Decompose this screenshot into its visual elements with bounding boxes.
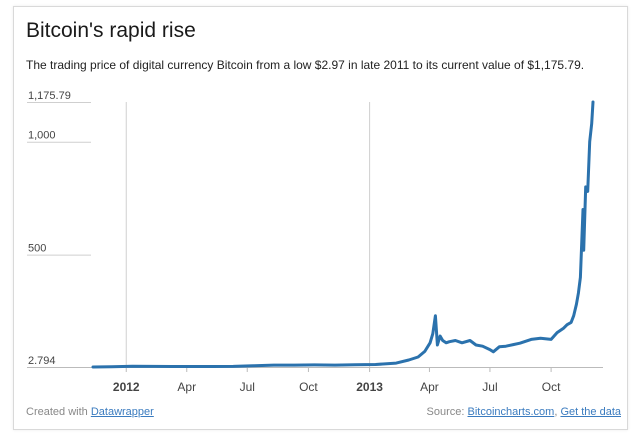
y-tick-label: 1,000 bbox=[28, 130, 56, 142]
x-tick-label: Jul bbox=[240, 380, 255, 394]
series-lines bbox=[91, 100, 595, 369]
x-tick-label: Oct bbox=[299, 380, 318, 394]
series-line bbox=[91, 100, 595, 369]
chart-card bbox=[13, 6, 628, 430]
y-tick-labels: 2.794 500 1,000 1,175.79 bbox=[28, 90, 71, 367]
datawrapper-link[interactable]: Datawrapper bbox=[90, 406, 154, 418]
chart-subtitle: The trading price of digital currency Bi… bbox=[26, 58, 585, 72]
bitcoincharts-link[interactable]: Bitcoincharts.com bbox=[467, 406, 555, 418]
y-tick-label: 1,175.79 bbox=[28, 90, 71, 102]
x-tick-label: 2013 bbox=[356, 380, 383, 394]
source-separator: , bbox=[554, 406, 558, 418]
x-tick-label: Apr bbox=[177, 380, 196, 394]
x-tick-label: Apr bbox=[420, 380, 439, 394]
credit-prefix: Created with bbox=[26, 406, 88, 418]
x-tick-label: Oct bbox=[542, 380, 561, 394]
chart-title: Bitcoin's rapid rise bbox=[26, 19, 196, 42]
x-tick-label: Jul bbox=[482, 380, 497, 394]
y-tick-label: 500 bbox=[28, 243, 46, 255]
y-tick-label: 2.794 bbox=[28, 355, 56, 367]
credit: Created with Datawrapper bbox=[26, 406, 154, 418]
source-prefix: Source: bbox=[426, 406, 465, 418]
x-tick-labels: 2012 Apr Jul Oct 2013 Apr Jul Oct bbox=[113, 380, 561, 394]
get-the-data-link[interactable]: Get the data bbox=[560, 406, 621, 418]
x-tick-label: 2012 bbox=[113, 380, 140, 394]
gridlines bbox=[27, 102, 371, 368]
source: Source: Bitcoincharts.com, Get the data bbox=[427, 406, 621, 418]
